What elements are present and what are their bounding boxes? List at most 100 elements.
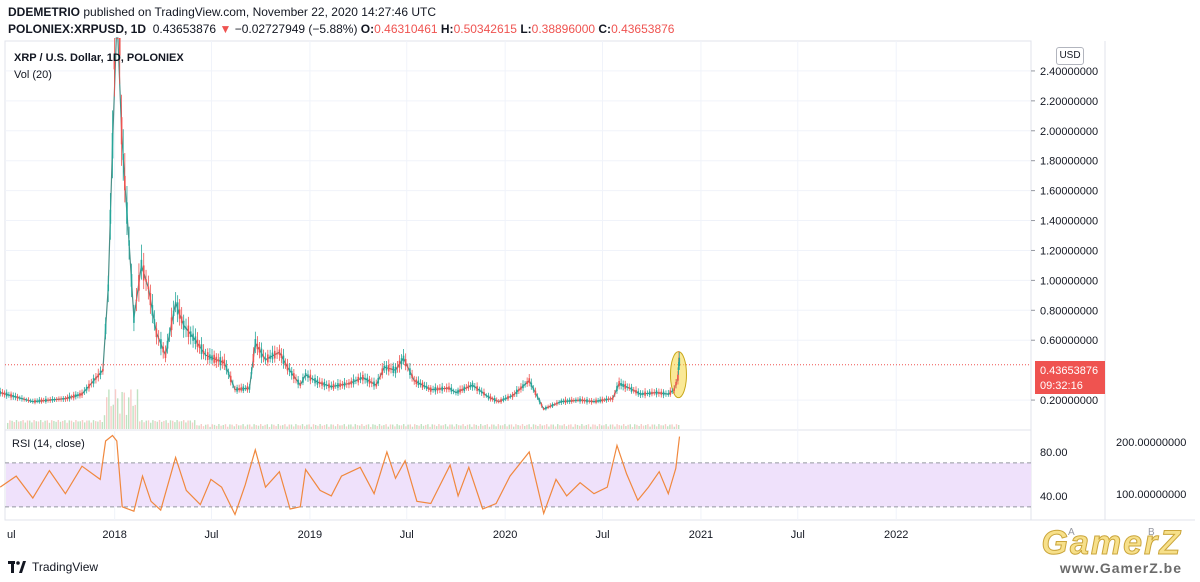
down-arrow-icon: ▼ [219, 22, 232, 36]
volume-bar [110, 406, 112, 429]
volume-bar [64, 420, 66, 429]
candle-body [117, 38, 119, 39]
candle-body [264, 358, 267, 361]
volume-bar [359, 425, 361, 429]
secondary-tick-label: 200.00000000 [1116, 437, 1186, 449]
volume-bar [128, 397, 130, 429]
candle-body [628, 387, 631, 389]
close-label: C: [598, 22, 612, 36]
volume-bar [92, 420, 95, 429]
volume-bar [53, 420, 55, 429]
volume-bar [251, 426, 253, 429]
volume-bar [257, 425, 260, 429]
candle-body [244, 388, 247, 390]
candle-body [198, 344, 201, 349]
candle-body [383, 365, 386, 369]
candle-body [90, 383, 93, 384]
volume-bar [79, 421, 81, 429]
volume-bar [563, 424, 565, 429]
candle-body [430, 387, 432, 392]
candle-body [553, 404, 556, 406]
candle-body [147, 286, 150, 290]
volume-bar [394, 426, 396, 429]
candle-body [465, 387, 468, 389]
volume-bar [154, 420, 156, 429]
volume-bar [26, 420, 29, 429]
price-tick-label: 2.40000000 [1040, 66, 1098, 78]
volume-bar [414, 424, 416, 429]
price-tick-label: 2.00000000 [1040, 126, 1098, 138]
volume-bar [429, 426, 431, 429]
volume-bar [660, 425, 662, 429]
author-name[interactable]: DDEMETRIO [8, 5, 80, 19]
candle-body [309, 374, 312, 381]
volume-bar [112, 404, 114, 429]
volume-bar [667, 426, 669, 429]
volume-bar [673, 426, 675, 429]
candle-body [232, 383, 234, 385]
candle-body [1, 392, 4, 395]
candle-body [42, 400, 45, 402]
candle-body [469, 384, 472, 388]
candle-body [209, 354, 211, 360]
candle-body [236, 387, 238, 392]
candle-body [290, 370, 293, 376]
volume-bar [561, 425, 563, 429]
volume-bar [539, 424, 541, 429]
volume-bar [121, 391, 123, 429]
tradingview-brand[interactable]: TradingView [32, 560, 99, 574]
candle-body [240, 387, 243, 391]
candle-body [522, 384, 524, 389]
candle-body [542, 408, 545, 410]
low-label: L: [520, 22, 532, 36]
volume-bar [517, 425, 519, 429]
volume-bar [233, 426, 235, 429]
volume-bar [519, 425, 521, 429]
candle-body [23, 399, 25, 400]
volume-bar [488, 426, 491, 429]
price-tick-label: 1.20000000 [1040, 245, 1098, 257]
volume-bar [471, 426, 473, 429]
candle-body [575, 399, 577, 402]
volume-label: Vol (20) [14, 69, 52, 81]
candle-body [534, 390, 537, 395]
volume-bar [543, 425, 546, 429]
candle-body [385, 365, 388, 371]
candle-body [21, 397, 23, 400]
candle-body [316, 379, 319, 385]
candle-body [618, 381, 620, 387]
candle-body [423, 385, 426, 388]
candle-body [558, 401, 560, 404]
volume-bar [220, 425, 222, 429]
price-tick-label: 1.80000000 [1040, 156, 1098, 168]
volume-bar [389, 424, 392, 429]
candle-body [219, 357, 222, 366]
candle-body [45, 398, 47, 402]
price-tick-label: 0.20000000 [1040, 395, 1098, 407]
candle-body [513, 393, 516, 395]
candle-body [14, 395, 17, 398]
candle-body [32, 401, 34, 402]
volume-bar [466, 424, 469, 429]
volume-bar [242, 424, 244, 429]
candle-body [3, 392, 6, 396]
scale-a-label[interactable]: A [1068, 527, 1075, 538]
volume-bar [510, 424, 513, 429]
candle-body [278, 349, 281, 355]
volume-bar [273, 424, 275, 429]
volume-bar [209, 426, 211, 429]
scale-b-label[interactable]: B [1148, 527, 1155, 538]
candle-body [556, 402, 558, 405]
volume-bar [97, 421, 99, 429]
candle-body [601, 398, 604, 402]
volume-bar [330, 424, 332, 429]
candle-body [411, 374, 413, 378]
volume-bar [293, 426, 295, 429]
volume-bar [370, 426, 372, 429]
currency-button[interactable]: USD [1056, 47, 1084, 65]
candle-body [113, 57, 116, 70]
candle-body [489, 396, 492, 400]
watermark: GamerZ www.GamerZ.be [1041, 526, 1183, 577]
candle-body [528, 378, 531, 384]
